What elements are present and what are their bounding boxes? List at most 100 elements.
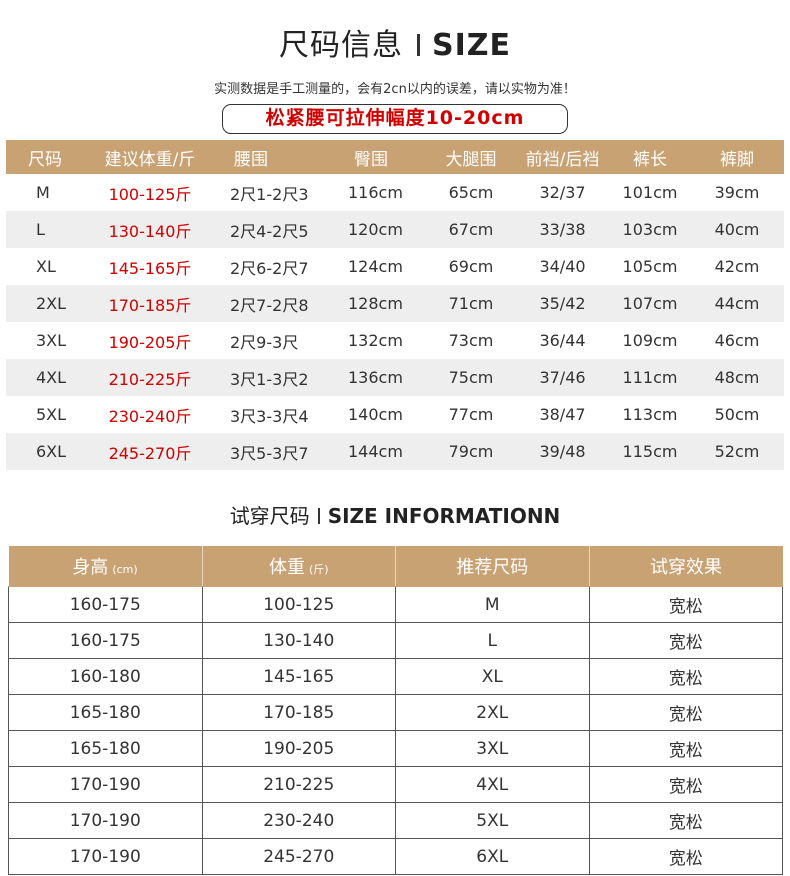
elastic-waist-badge: 松紧腰可拉伸幅度10-20cm	[222, 104, 568, 134]
cell-leg-opening: 39cm	[714, 183, 760, 202]
cell-fit-effect: 宽松	[588, 802, 783, 839]
cell-height: 160-180	[8, 658, 203, 695]
cell-height: 160-175	[8, 586, 203, 623]
size-table-row: XL 145-165斤 2尺6-2尺7 124cm 69cm 34/40 105cm 42cm	[6, 248, 784, 285]
cell-length: 105cm	[622, 257, 678, 276]
trial-table-row: 165-180 170-185 2XL 宽松	[8, 694, 783, 731]
cell-waist: 2尺7-2尺8	[230, 295, 309, 315]
trial-size-title: 试穿尺码 SIZE INFORMATIONN	[0, 500, 790, 529]
cell-height: 170-190	[8, 802, 203, 839]
cell-recommended-size: 6XL	[395, 838, 590, 875]
size-info-title-cn: 尺码信息	[278, 28, 403, 63]
header-weight: 体重 (斤)	[202, 546, 396, 587]
title-divider	[317, 508, 320, 524]
cell-rise: 37/46	[539, 368, 586, 387]
cell-weight: 210-225	[201, 766, 396, 803]
cell-leg-opening: 44cm	[714, 294, 760, 313]
trial-table-row: 170-190 230-240 5XL 宽松	[8, 802, 783, 839]
size-table-row: 5XL 230-240斤 3尺3-3尺4 140cm 77cm 38/47 113cm 50c…	[6, 396, 784, 433]
cell-leg-opening: 40cm	[714, 220, 760, 239]
cell-size: M	[36, 183, 50, 202]
cell-length: 111cm	[622, 368, 678, 387]
cell-length: 109cm	[622, 331, 678, 350]
size-table-row: L 130-140斤 2尺4-2尺5 120cm 67cm 33/38 103cm 40cm	[6, 211, 784, 248]
trial-table-row: 160-175 100-125 M 宽松	[8, 586, 783, 623]
cell-height: 160-175	[8, 622, 203, 659]
cell-fit-effect: 宽松	[588, 658, 783, 695]
cell-thigh: 77cm	[448, 405, 494, 424]
cell-length: 101cm	[622, 183, 678, 202]
cell-hip: 144cm	[348, 442, 403, 461]
cell-size: 4XL	[36, 368, 67, 387]
size-table-header: 尺码 建议体重/斤 腰围 臀围 大腿围 前裆/后裆 裤长 裤脚	[6, 140, 784, 174]
cell-size: XL	[36, 257, 56, 276]
cell-fit-effect: 宽松	[588, 586, 783, 623]
header-recommended-size: 推荐尺码	[395, 546, 590, 587]
cell-weight: 190-205	[201, 730, 396, 767]
cell-thigh: 73cm	[448, 331, 494, 350]
size-table-body: M 100-125斤 2尺1-2尺3 116cm 65cm 32/37 101cm 39cm L…	[6, 174, 784, 470]
cell-thigh: 67cm	[448, 220, 494, 239]
header-fit-effect: 试穿效果	[589, 546, 783, 587]
cell-fit-effect: 宽松	[588, 838, 783, 875]
cell-weight: 145-165斤	[108, 258, 192, 278]
cell-fit-effect: 宽松	[588, 730, 783, 767]
trial-title-cn: 试穿尺码	[229, 504, 310, 528]
cell-rise: 33/38	[539, 220, 586, 239]
cell-fit-effect: 宽松	[588, 622, 783, 659]
cell-leg-opening: 50cm	[714, 405, 760, 424]
size-table-row: 2XL 170-185斤 2尺7-2尺8 128cm 71cm 35/42 107cm 44c…	[6, 285, 784, 322]
cell-thigh: 79cm	[448, 442, 494, 461]
header-weight: 建议体重/斤	[104, 149, 196, 170]
size-table: 尺码 建议体重/斤 腰围 臀围 大腿围 前裆/后裆 裤长 裤脚 M 100-125…	[6, 140, 784, 470]
cell-waist: 2尺4-2尺5	[230, 221, 309, 241]
cell-thigh: 65cm	[448, 183, 494, 202]
header-thigh: 大腿围	[445, 149, 497, 170]
size-table-row: 6XL 245-270斤 3尺5-3尺7 144cm 79cm 39/48 115cm 52c…	[6, 433, 784, 470]
cell-hip: 124cm	[348, 257, 403, 276]
cell-rise: 34/40	[539, 257, 586, 276]
trial-size-table: 身高 (cm) 体重 (斤) 推荐尺码 试穿效果 160-175 100-125 M 宽松…	[8, 546, 783, 875]
cell-recommended-size: M	[395, 586, 590, 623]
trial-table-body: 160-175 100-125 M 宽松 160-175 130-140 L 宽松 160-18…	[8, 586, 783, 875]
cell-recommended-size: L	[395, 622, 590, 659]
cell-weight: 245-270	[201, 838, 396, 875]
cell-weight: 170-185	[201, 694, 396, 731]
cell-recommended-size: 3XL	[395, 730, 590, 767]
trial-table-row: 165-180 190-205 3XL 宽松	[8, 730, 783, 767]
cell-length: 103cm	[622, 220, 678, 239]
trial-table-row: 170-190 210-225 4XL 宽松	[8, 766, 783, 803]
measurement-note: 实测数据是手工测量的，会有2cn以内的误差，请以实物为准！	[214, 82, 576, 97]
title-divider	[416, 34, 420, 56]
cell-hip: 128cm	[348, 294, 403, 313]
cell-leg-opening: 42cm	[714, 257, 760, 276]
header-length: 裤长	[633, 149, 667, 170]
cell-length: 107cm	[622, 294, 678, 313]
cell-size: 3XL	[36, 331, 67, 350]
cell-weight: 230-240	[201, 802, 396, 839]
cell-rise: 39/48	[539, 442, 586, 461]
cell-weight: 100-125斤	[108, 184, 192, 204]
size-table-row: 4XL 210-225斤 3尺1-3尺2 136cm 75cm 37/46 111cm 48c…	[6, 359, 784, 396]
cell-thigh: 71cm	[448, 294, 494, 313]
cell-hip: 120cm	[348, 220, 403, 239]
cell-weight: 145-165	[201, 658, 396, 695]
cell-length: 113cm	[622, 405, 678, 424]
cell-weight: 230-240斤	[108, 406, 192, 426]
size-info-title: 尺码信息 SIZE	[0, 20, 790, 64]
cell-height: 170-190	[8, 766, 203, 803]
cell-size: 6XL	[36, 442, 67, 461]
cell-weight: 245-270斤	[108, 443, 192, 463]
cell-hip: 132cm	[348, 331, 403, 350]
header-size: 尺码	[28, 149, 62, 170]
trial-table-row: 160-175 130-140 L 宽松	[8, 622, 783, 659]
header-rise: 前裆/后裆	[525, 149, 600, 170]
cell-weight: 190-205斤	[108, 332, 192, 352]
size-table-row: M 100-125斤 2尺1-2尺3 116cm 65cm 32/37 101cm 39cm	[6, 174, 784, 211]
cell-leg-opening: 46cm	[714, 331, 760, 350]
cell-recommended-size: XL	[395, 658, 590, 695]
cell-weight: 210-225斤	[108, 369, 192, 389]
cell-rise: 35/42	[539, 294, 586, 313]
cell-thigh: 69cm	[448, 257, 494, 276]
cell-hip: 136cm	[348, 368, 403, 387]
